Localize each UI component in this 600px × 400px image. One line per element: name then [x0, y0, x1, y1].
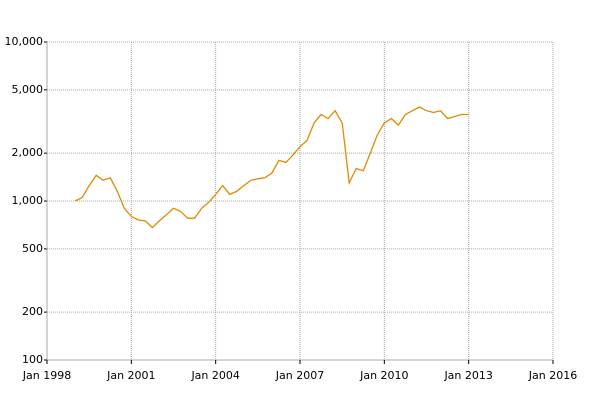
x-tick-label: Jan 2013 — [443, 369, 492, 382]
y-tick-label: 200 — [22, 305, 43, 318]
y-tick-label: 5,000 — [12, 83, 44, 96]
x-tick-label: Jan 2016 — [528, 369, 577, 382]
x-tick-label: Jan 2004 — [190, 369, 239, 382]
y-tick-label: 2,000 — [12, 146, 44, 159]
y-tick-label: 1,000 — [12, 194, 44, 207]
data-line — [74, 106, 469, 229]
y-tick-label: 10,000 — [5, 35, 44, 48]
y-tick-label: 500 — [22, 242, 43, 255]
x-tick-label: Jan 2001 — [106, 369, 155, 382]
x-tick-label: Jan 2007 — [275, 369, 324, 382]
y-tick-label: 100 — [22, 353, 43, 366]
x-tick-label: Jan 1998 — [22, 369, 71, 382]
x-tick-label: Jan 2010 — [359, 369, 408, 382]
